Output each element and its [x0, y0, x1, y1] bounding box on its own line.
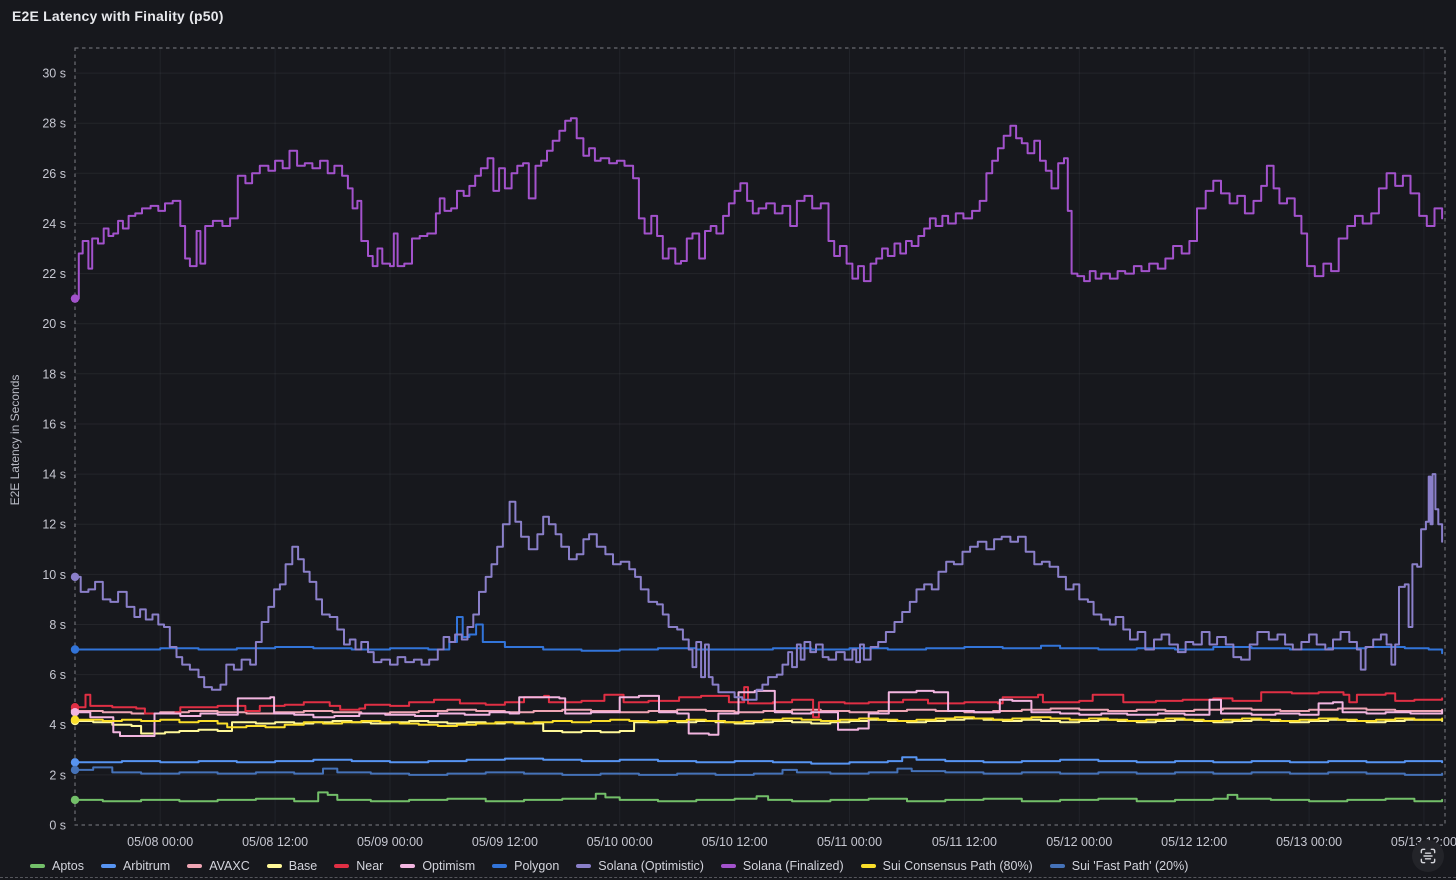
series-line-Arbitrum [74, 756, 1444, 765]
legend-label: Optimism [422, 859, 476, 873]
legend-item-Sui Consensus Path (80%)[interactable]: Sui Consensus Path (80%) [860, 859, 1033, 873]
legend-swatch [492, 864, 508, 868]
x-tick-label: 05/09 00:00 [357, 835, 423, 849]
legend-item-Arbitrum[interactable]: Arbitrum [100, 859, 171, 873]
legend-label: Sui Consensus Path (80%) [882, 859, 1033, 873]
y-tick-label: 4 s [49, 718, 66, 732]
legend-item-Solana (Finalized)[interactable]: Solana (Finalized) [720, 859, 844, 873]
legend-swatch [100, 864, 116, 868]
legend-swatch [187, 864, 203, 868]
x-tick-label: 05/09 12:00 [472, 835, 538, 849]
series-line-Sui 'Fast Path' (20%) [74, 766, 1444, 776]
series-start-dot [70, 758, 80, 767]
series-start-dot [70, 294, 80, 303]
y-tick-label: 26 s [42, 167, 66, 181]
y-tick-label: 22 s [42, 267, 66, 281]
y-tick-label: 10 s [42, 568, 66, 582]
x-tick-label: 05/12 12:00 [1161, 835, 1227, 849]
plot-border [74, 47, 1446, 826]
legend-swatch [720, 864, 736, 868]
legend-item-Aptos[interactable]: Aptos [30, 859, 84, 873]
y-tick-label: 24 s [42, 217, 66, 231]
legend-item-Sui 'Fast Path' (20%)[interactable]: Sui 'Fast Path' (20%) [1049, 859, 1189, 873]
series-line-Near [74, 686, 1444, 719]
legend-swatch [576, 864, 592, 868]
legend-label: Solana (Optimistic) [598, 859, 704, 873]
y-tick-label: 12 s [42, 518, 66, 532]
panel-bottom-divider [0, 877, 1456, 878]
axis-tick-labels: 0 s 2 s 4 s 6 s 8 s 10 s 12 s 14 s 16 s 18 s 20 s 2… [42, 67, 1456, 849]
series-line-Sui Consensus Path (80%) [74, 716, 1444, 729]
legend-item-Solana (Optimistic)[interactable]: Solana (Optimistic) [576, 859, 704, 873]
series-start-dot [70, 795, 80, 805]
y-tick-label: 20 s [42, 317, 66, 331]
x-tick-label: 05/13 00:00 [1276, 835, 1342, 849]
series-line-Optimism [74, 689, 1444, 737]
expand-button[interactable] [1412, 840, 1444, 872]
legend-item-Base[interactable]: Base [266, 859, 318, 873]
chart-legend: Aptos Arbitrum AVAXC Base Near Optimism Polygo… [30, 859, 1392, 873]
image-expand-icon [1420, 848, 1436, 864]
series-line-Aptos [74, 791, 1444, 803]
x-tick-label: 05/11 00:00 [817, 835, 882, 849]
y-tick-label: 2 s [49, 768, 66, 782]
y-tick-label: 6 s [49, 668, 66, 682]
series-start-dot [70, 715, 80, 724]
y-tick-label: 0 s [49, 819, 66, 833]
panel-title: E2E Latency with Finality (p50) [12, 8, 224, 24]
legend-item-Optimism[interactable]: Optimism [400, 859, 475, 873]
y-tick-label: 8 s [49, 618, 66, 632]
legend-item-Polygon[interactable]: Polygon [492, 859, 559, 873]
legend-swatch [1049, 864, 1065, 868]
legend-label: Arbitrum [122, 859, 171, 873]
legend-swatch [334, 864, 350, 868]
x-tick-label: 05/10 12:00 [702, 835, 768, 849]
legend-label: Base [288, 859, 318, 873]
series-line-Base [74, 717, 1444, 735]
legend-label: AVAXC [209, 859, 250, 873]
legend-label: Polygon [514, 859, 560, 873]
legend-swatch [266, 864, 282, 868]
series-start-dot [70, 708, 80, 717]
x-tick-label: 05/08 00:00 [127, 835, 193, 849]
y-tick-label: 28 s [42, 117, 66, 131]
x-tick-label: 05/12 00:00 [1046, 835, 1112, 849]
series-line-Solana (Optimistic) [74, 473, 1444, 701]
series-start-dot [70, 645, 80, 654]
y-tick-label: 14 s [42, 468, 66, 482]
series-start-dot [70, 765, 80, 775]
legend-label: Aptos [52, 859, 84, 873]
y-tick-label: 18 s [42, 367, 66, 381]
x-tick-label: 05/11 12:00 [932, 835, 997, 849]
x-tick-label: 05/08 12:00 [242, 835, 308, 849]
legend-label: Solana (Finalized) [742, 859, 844, 873]
legend-swatch [860, 864, 876, 868]
y-tick-label: 30 s [42, 67, 66, 81]
legend-item-AVAXC[interactable]: AVAXC [187, 859, 250, 873]
legend-label: Near [356, 859, 384, 873]
series-start-dot [70, 572, 80, 582]
series-line-Polygon [74, 616, 1444, 655]
legend-item-Near[interactable]: Near [334, 859, 383, 873]
series-line-Solana (Finalized) [74, 117, 1444, 300]
legend-label: Sui 'Fast Path' (20%) [1071, 859, 1189, 873]
x-tick-label: 05/10 00:00 [587, 835, 653, 849]
grid-lines [75, 48, 1445, 825]
y-tick-label: 16 s [42, 418, 66, 432]
legend-swatch [30, 864, 45, 868]
series-line-AVAXC [74, 707, 1444, 715]
legend-swatch [400, 864, 416, 868]
